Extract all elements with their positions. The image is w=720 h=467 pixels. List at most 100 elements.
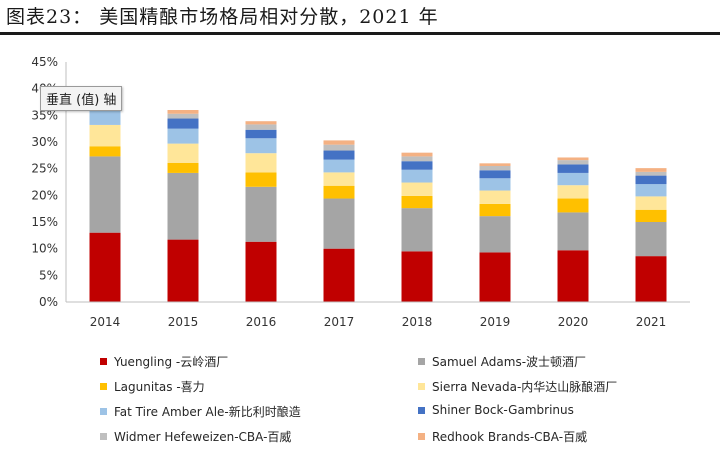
- y-tick-label: 30%: [31, 135, 58, 149]
- bar-segment: [89, 156, 121, 233]
- y-tick-label: 5%: [39, 268, 58, 282]
- y-tick-label: 45%: [31, 55, 58, 69]
- bar-stack-2019: [479, 163, 511, 302]
- legend-swatch: [100, 358, 107, 365]
- bar-segment: [167, 143, 199, 163]
- legend-swatch: [100, 433, 107, 440]
- bar-segment: [245, 129, 277, 139]
- bar-segment: [401, 208, 433, 252]
- bar-segment: [635, 196, 667, 210]
- bar-segment: [89, 124, 121, 147]
- y-tick-label: 0%: [39, 295, 58, 309]
- legend-item: Yuengling -云岭酒厂: [100, 353, 228, 370]
- bar-segment: [167, 239, 199, 302]
- axis-tooltip: 垂直 (值) 轴: [40, 86, 123, 111]
- bar-segment: [479, 190, 511, 204]
- y-tick-label: 15%: [31, 215, 58, 229]
- bar-segment: [89, 146, 121, 157]
- x-axis: 2014 2015 2016 2017 2018 2019 2020 2021: [66, 301, 690, 329]
- legend-item: Shiner Bock-Gambrinus: [418, 403, 574, 417]
- legend-swatch: [100, 408, 107, 415]
- legend-item: Samuel Adams-波士顿酒厂: [418, 353, 586, 370]
- legend-swatch: [418, 406, 425, 414]
- x-tick-label: 2016: [246, 315, 277, 329]
- bar-segment: [401, 152, 433, 157]
- bar-segment: [323, 150, 355, 160]
- bar-segment: [479, 166, 511, 171]
- bar-segment: [323, 159, 355, 173]
- bar-segment: [635, 209, 667, 222]
- legend-item: Redhook Brands-CBA-百威: [418, 428, 587, 445]
- bar-segment: [401, 169, 433, 183]
- title-rule: [0, 32, 720, 35]
- bar-segment: [557, 250, 589, 302]
- legend-label: Shiner Bock-Gambrinus: [432, 403, 574, 417]
- bar-segment: [167, 172, 199, 240]
- bar-segment: [479, 178, 511, 191]
- bar-stack-2020: [557, 157, 589, 302]
- bar-segment: [167, 118, 199, 129]
- y-tick-label: 20%: [31, 188, 58, 202]
- legend-swatch: [100, 383, 107, 390]
- bar-segment: [245, 172, 277, 187]
- bar-segment: [323, 140, 355, 145]
- bar-segment: [401, 195, 433, 209]
- bar-segment: [167, 113, 199, 119]
- figure-title: 图表23： 美国精酿市场格局相对分散，2021 年: [6, 6, 439, 28]
- bar-segment: [557, 157, 589, 161]
- legend-label: Lagunitas -喜力: [114, 380, 205, 394]
- x-tick-label: 2014: [90, 315, 121, 329]
- bar-stack-2017: [323, 140, 355, 302]
- bar-stack-2014: [89, 108, 121, 302]
- bar-segment: [635, 175, 667, 185]
- x-tick-label: 2015: [168, 315, 199, 329]
- bar-segment: [323, 144, 355, 151]
- legend-label: Fat Tire Amber Ale-新比利时酿造: [114, 405, 301, 419]
- legend-item: Lagunitas -喜力: [100, 378, 205, 395]
- y-tick-label: 10%: [31, 242, 58, 256]
- legend-swatch: [418, 383, 425, 390]
- bar-segment: [89, 108, 121, 125]
- bar-segment: [557, 212, 589, 251]
- x-tick-label: 2021: [636, 315, 667, 329]
- bar-segment: [635, 168, 667, 172]
- bar-segment: [557, 172, 589, 186]
- bar-stack-2016: [245, 121, 277, 302]
- bar-segment: [401, 182, 433, 196]
- bar-segment: [479, 163, 511, 166]
- bar-segment: [245, 186, 277, 242]
- legend-label: Samuel Adams-波士顿酒厂: [432, 355, 587, 369]
- bar-stack-2015: [167, 110, 199, 302]
- bar-segment: [479, 252, 511, 302]
- bar-segment: [557, 198, 589, 213]
- y-tick-label: 25%: [31, 162, 58, 176]
- legend-label: Widmer Hefeweizen-CBA-百威: [114, 430, 292, 444]
- x-tick-label: 2020: [558, 315, 589, 329]
- y-tick-label: 35%: [31, 108, 58, 122]
- legend-swatch: [418, 358, 425, 365]
- x-tick-label: 2018: [402, 315, 433, 329]
- bar-segment: [479, 203, 511, 217]
- bar-segment: [89, 232, 121, 302]
- bar-segment: [245, 241, 277, 302]
- bar-segment: [167, 162, 199, 173]
- bar-segment: [323, 172, 355, 186]
- x-tick-label: 2017: [324, 315, 355, 329]
- legend-label: Sierra Nevada-内华达山脉酿酒厂: [432, 380, 618, 394]
- bar-segment: [323, 248, 355, 302]
- bar-segment: [167, 128, 199, 144]
- bar-segment: [245, 124, 277, 130]
- legend-label: Yuengling -云岭酒厂: [114, 355, 229, 369]
- bar-segment: [245, 153, 277, 173]
- bar-segment: [635, 184, 667, 197]
- bar-segment: [479, 216, 511, 253]
- bar-segment: [323, 198, 355, 249]
- bar-segment: [245, 138, 277, 154]
- bar-segment: [401, 156, 433, 162]
- bar-segment: [401, 161, 433, 170]
- bar-stack-2018: [401, 152, 433, 302]
- bar-stack-2021: [635, 168, 667, 302]
- bar-segment: [635, 171, 667, 176]
- bar-segment: [557, 164, 589, 173]
